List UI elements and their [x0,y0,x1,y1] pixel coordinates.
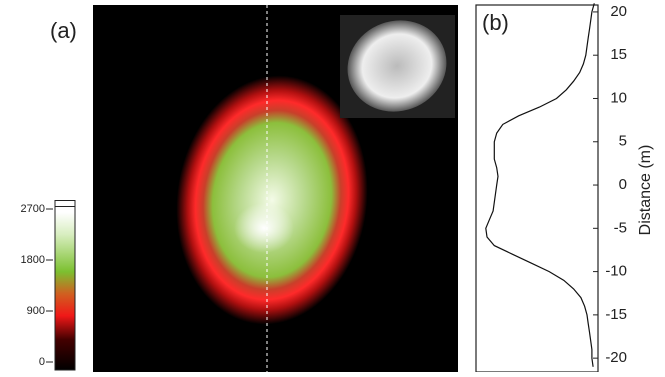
colorbar-cap [55,201,75,207]
y-tick-label: -10 [605,263,627,280]
figure: (a) (b) Distance (m) 0 900 1800 2700 20 15 10 5… [0,0,665,372]
y-tick-label: -5 [614,219,627,236]
colorbar [55,201,75,371]
colorbar-tick-label: 1800 [21,254,45,266]
colorbar-tick-label: 2700 [21,203,45,215]
y-tick-label: 10 [610,89,627,106]
y-tick-label: 5 [619,133,627,150]
y-tick-label: -15 [605,306,627,323]
panel-label: (b) [482,10,509,35]
y-tick-label: 15 [610,46,627,63]
panel-label: (a) [50,18,77,43]
y-tick-label: 0 [619,176,627,193]
colorbar-tick-label: 900 [27,305,45,317]
y-tick-label: -20 [605,349,627,366]
bright-core [234,203,294,253]
profile-curve [486,3,595,367]
y-axis-label: Distance (m) [637,145,654,236]
plot-frame [476,5,598,372]
y-tick-label: 20 [610,3,627,20]
image-panel [93,5,459,372]
colorbar-tick-label: 0 [39,356,45,368]
